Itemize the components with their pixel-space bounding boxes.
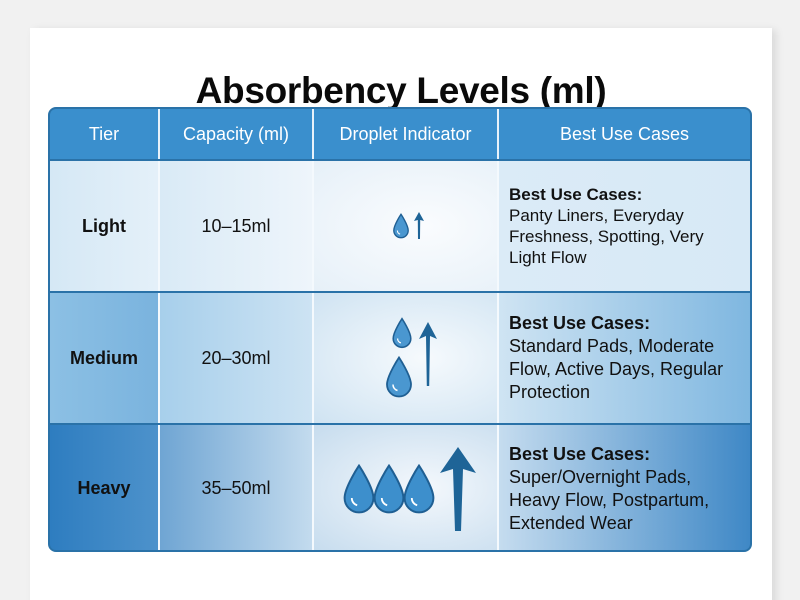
- tier-cell: Heavy: [50, 425, 160, 550]
- droplet-icon: [343, 463, 374, 513]
- droplet-icon: [385, 355, 412, 398]
- absorbency-table: Tier Capacity (ml) Droplet Indicator Bes…: [48, 107, 752, 552]
- best-use-cases-cell: Best Use Cases: Panty Liners, Everyday F…: [499, 161, 750, 291]
- table-header: Tier Capacity (ml) Droplet Indicator Bes…: [50, 109, 750, 159]
- up-arrow-icon: [414, 212, 424, 239]
- header-droplet-indicator: Droplet Indicator: [314, 109, 499, 159]
- droplet-indicator-cell: [314, 161, 499, 291]
- header-tier: Tier: [50, 109, 160, 159]
- up-arrow-icon: [439, 446, 476, 531]
- tier-cell: Medium: [50, 293, 160, 423]
- header-best-use-cases: Best Use Cases: [559, 123, 690, 144]
- droplet-indicator-cell: [314, 425, 499, 550]
- uses-label: Best Use Cases:: [509, 313, 651, 333]
- droplet-icon: [403, 463, 434, 513]
- table-row-medium: Medium 20–30ml: [50, 293, 750, 423]
- header-capacity: Capacity (ml): [160, 109, 314, 159]
- table-row-light: Light 10–15ml Best Use Cases: Panty Line…: [50, 161, 750, 291]
- uses-text: Panty Liners, Everyday Freshness, Spotti…: [509, 206, 704, 267]
- best-use-cases-cell: Best Use Cases: Super/Overnight Pads, He…: [499, 425, 750, 550]
- uses-label: Best Use Cases:: [509, 443, 651, 464]
- uses-text: Super/Overnight Pads, Heavy Flow, Postpa…: [509, 466, 710, 533]
- capacity-cell: 20–30ml: [160, 293, 314, 423]
- infographic-card: Absorbency Levels (ml) Tier Capacity (ml…: [30, 28, 772, 600]
- droplet-indicator-cell: [314, 293, 499, 423]
- uses-label: Best Use Cases:: [509, 185, 643, 204]
- page-title: Absorbency Levels (ml): [195, 70, 607, 111]
- uses-text: Standard Pads, Moderate Flow, Active Day…: [509, 336, 724, 402]
- droplet-icon: [373, 463, 404, 513]
- table-row-heavy: Heavy 35–50ml: [50, 425, 750, 550]
- capacity-cell: 35–50ml: [160, 425, 314, 550]
- best-use-cases-cell: Best Use Cases: Standard Pads, Moderate …: [499, 293, 750, 423]
- up-arrow-icon: [418, 322, 437, 386]
- droplet-icon: [393, 213, 409, 239]
- tier-cell: Light: [50, 161, 160, 291]
- droplet-icon: [391, 317, 412, 349]
- capacity-cell: 10–15ml: [160, 161, 314, 291]
